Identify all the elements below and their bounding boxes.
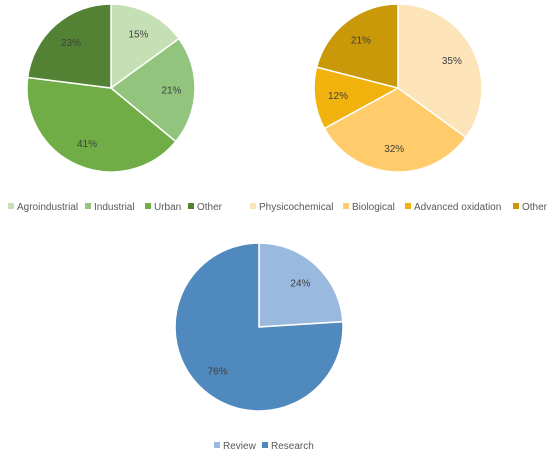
pie-slice-urban [26, 76, 177, 173]
legend-swatch-research [262, 442, 268, 448]
data-label-urban: 41% [77, 139, 97, 150]
pie-slice-biological [323, 87, 468, 173]
legend-label-industrial: Industrial [94, 202, 135, 213]
data-label-physicochemical: 35% [442, 56, 462, 67]
waste-origin-pie-chart: 15% 21% 41% 23% [26, 3, 196, 173]
pie-slice-research [174, 242, 344, 412]
treatment-legend: Physicochemical Biological Advanced oxidat… [250, 202, 548, 213]
data-label-advanced-oxidation: 12% [328, 91, 348, 102]
pie-slice-other [315, 3, 399, 89]
pie-slice-review [258, 242, 344, 328]
legend-label-review: Review [223, 441, 257, 452]
data-label-industrial: 21% [161, 85, 181, 96]
pie-slice-other [26, 3, 112, 89]
waste-origin-legend: Agroindustrial Industrial Urban Other [8, 202, 223, 213]
legend-label-advanced-oxidation: Advanced oxidation [414, 202, 501, 213]
data-label-biological: 32% [384, 144, 404, 155]
pie-slice-agroindustrial [110, 3, 181, 90]
legend-label-other: Other [197, 202, 223, 213]
legend-label-biological: Biological [352, 202, 395, 213]
data-label-review: 24% [290, 278, 310, 289]
legend-swatch-biological [343, 203, 349, 209]
legend-label-agroindustrial: Agroindustrial [17, 202, 78, 213]
publication-type-pie-chart: 24% 76% [174, 242, 344, 412]
data-label-other: 23% [61, 38, 81, 49]
legend-swatch-advanced-oxidation [405, 203, 411, 209]
data-label-other: 21% [351, 36, 371, 47]
legend-swatch-review [214, 442, 220, 448]
data-label-research: 76% [208, 367, 228, 378]
legend-label-other: Other [522, 202, 548, 213]
legend-label-physicochemical: Physicochemical [259, 202, 333, 213]
legend-swatch-other [188, 203, 194, 209]
treatment-pie-chart: 35% 32% 12% 21% [313, 3, 483, 173]
legend-swatch-agroindustrial [8, 203, 14, 209]
legend-label-research: Research [271, 441, 314, 452]
legend-swatch-other [513, 203, 519, 209]
legend-swatch-urban [145, 203, 151, 209]
legend-swatch-industrial [85, 203, 91, 209]
pie-slice-industrial [109, 37, 196, 143]
pie-slice-advanced-oxidation [313, 66, 401, 130]
pie-slice-physicochemical [397, 3, 483, 139]
legend-label-urban: Urban [154, 202, 181, 213]
legend-swatch-physicochemical [250, 203, 256, 209]
data-label-agroindustrial: 15% [128, 30, 148, 41]
publication-type-legend: Review Research [214, 441, 314, 452]
